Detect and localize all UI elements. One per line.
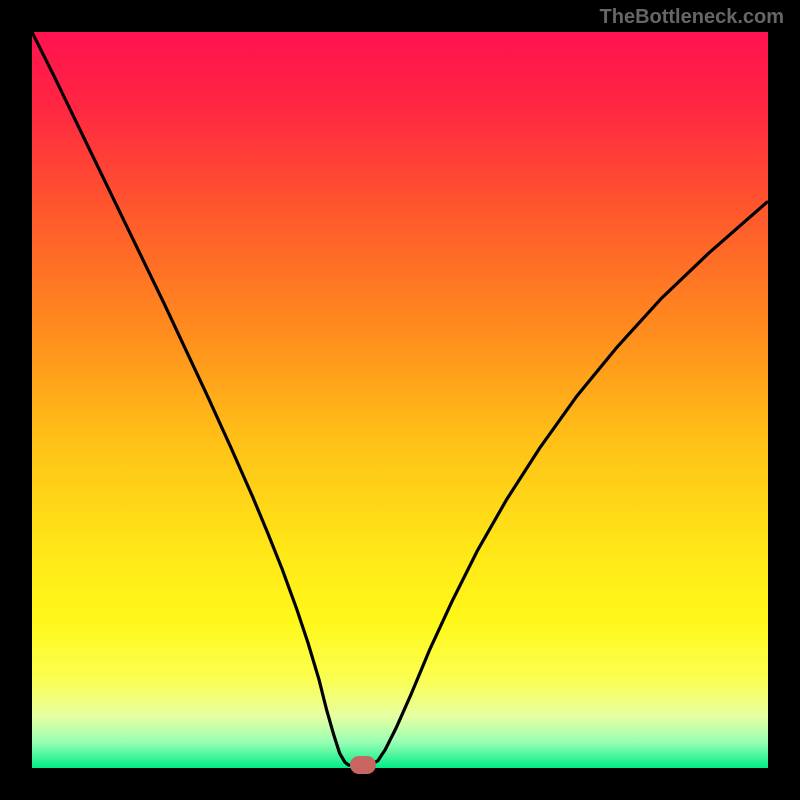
curve-path bbox=[32, 32, 768, 765]
frame-bottom bbox=[0, 768, 800, 800]
bottleneck-curve bbox=[32, 32, 768, 768]
watermark-text: TheBottleneck.com bbox=[600, 6, 784, 29]
optimal-point-marker bbox=[350, 756, 376, 774]
frame-right bbox=[768, 0, 800, 800]
plot-area bbox=[32, 32, 768, 768]
frame-left bbox=[0, 0, 32, 800]
